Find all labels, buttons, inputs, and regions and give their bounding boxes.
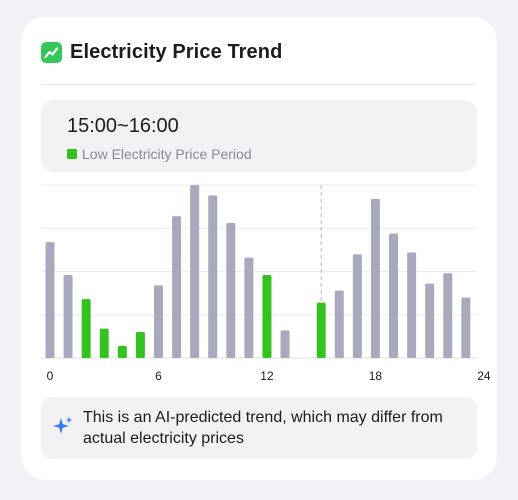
bar-low-price[interactable] bbox=[316, 302, 326, 358]
bar-low-price[interactable] bbox=[81, 299, 91, 358]
selected-period-box: 15:00~16:00 Low Electricity Price Period bbox=[41, 100, 477, 172]
bar-low-price[interactable] bbox=[262, 274, 272, 358]
bar[interactable] bbox=[226, 223, 236, 358]
card-title: Electricity Price Trend bbox=[70, 41, 283, 63]
bar[interactable] bbox=[63, 274, 73, 358]
x-tick-label: 12 bbox=[260, 369, 274, 383]
bar[interactable] bbox=[407, 252, 417, 358]
ai-sparkle-icon bbox=[52, 415, 74, 442]
bar[interactable] bbox=[389, 233, 399, 358]
ai-disclaimer-text: This is an AI-predicted trend, which may… bbox=[83, 409, 443, 447]
bar[interactable] bbox=[425, 283, 435, 358]
bar[interactable] bbox=[244, 257, 254, 358]
bar[interactable] bbox=[208, 195, 218, 358]
x-tick-label: 6 bbox=[155, 369, 162, 383]
selected-time-range: 15:00~16:00 bbox=[67, 115, 179, 137]
card-header: Electricity Price Trend bbox=[41, 41, 282, 64]
bar[interactable] bbox=[190, 185, 200, 358]
low-price-swatch bbox=[67, 149, 77, 159]
header-divider bbox=[41, 84, 477, 85]
bar[interactable] bbox=[370, 198, 380, 358]
legend-label: Low Electricity Price Period bbox=[82, 146, 252, 162]
bar[interactable] bbox=[172, 216, 182, 358]
bar[interactable] bbox=[45, 242, 55, 358]
price-bar-chart[interactable]: 0 6 12 18 24 bbox=[21, 17, 497, 387]
x-tick-label: 24 bbox=[477, 369, 491, 383]
x-tick-label: 0 bbox=[47, 369, 54, 383]
legend: Low Electricity Price Period bbox=[67, 146, 252, 162]
bar[interactable] bbox=[461, 297, 471, 358]
bar-low-price[interactable] bbox=[135, 332, 145, 358]
price-trend-card: Electricity Price Trend 15:00~16:00 Low … bbox=[21, 17, 497, 480]
bar-low-price[interactable] bbox=[117, 345, 127, 358]
chart-trend-up-icon bbox=[41, 42, 62, 63]
x-tick-label: 18 bbox=[369, 369, 383, 383]
bar-low-price[interactable] bbox=[99, 328, 109, 358]
bar[interactable] bbox=[443, 273, 453, 358]
ai-disclaimer-box: This is an AI-predicted trend, which may… bbox=[41, 397, 477, 459]
bar[interactable] bbox=[280, 330, 290, 358]
bar[interactable] bbox=[153, 285, 163, 358]
bar[interactable] bbox=[334, 290, 344, 358]
bar[interactable] bbox=[352, 254, 362, 358]
